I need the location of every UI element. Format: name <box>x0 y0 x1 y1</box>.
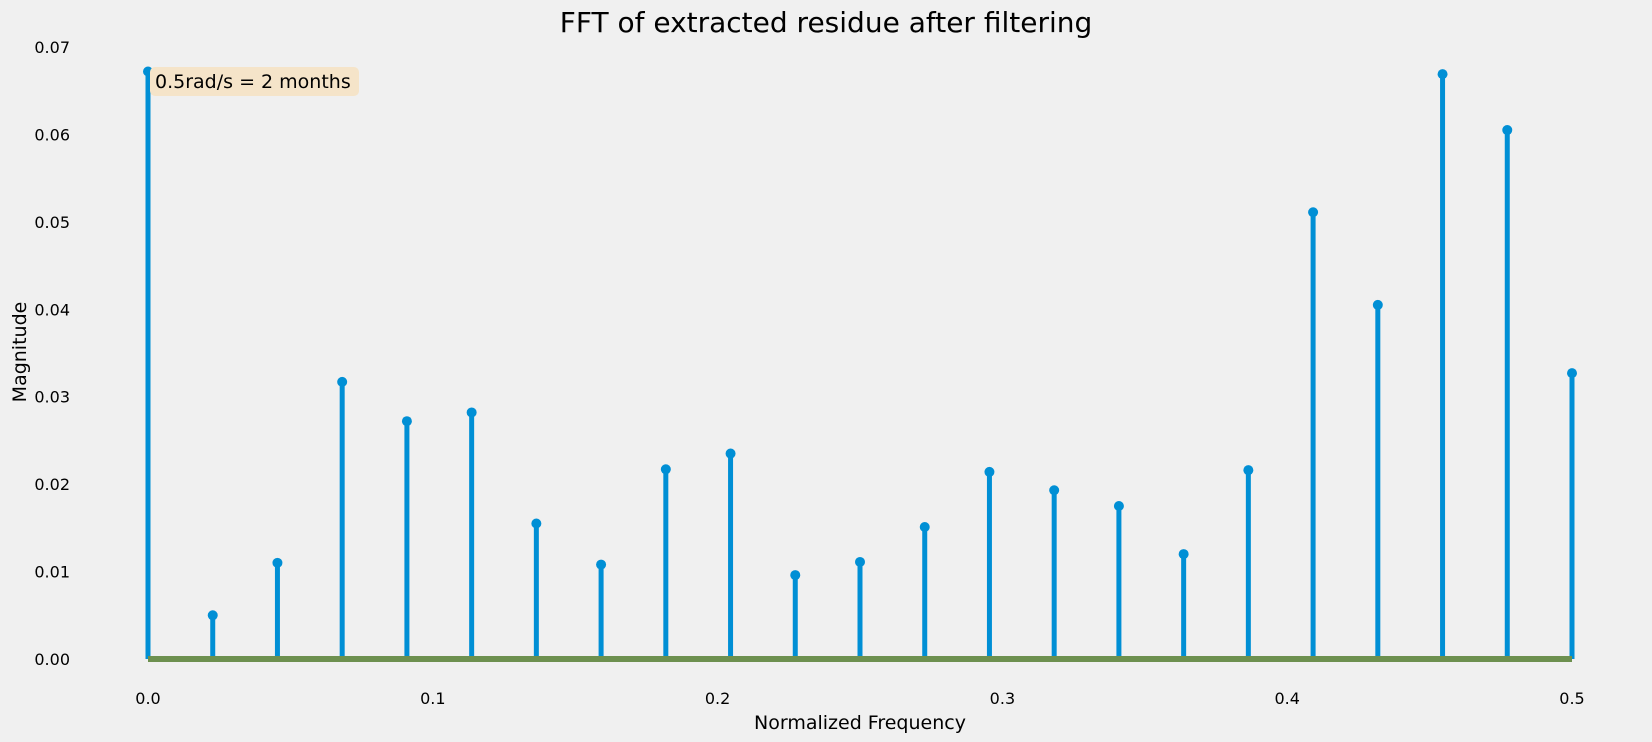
stem <box>725 448 736 659</box>
stem-marker <box>1567 368 1577 379</box>
stem-marker <box>596 559 607 570</box>
stem <box>1308 207 1319 659</box>
stem <box>919 521 930 659</box>
stem <box>1178 549 1189 659</box>
stem-marker <box>272 557 283 568</box>
stem-marker <box>855 556 865 567</box>
x-tick-label: 0.1 <box>420 689 445 708</box>
x-tick-label: 0.3 <box>990 689 1015 708</box>
stem <box>1049 485 1060 659</box>
stem <box>1567 368 1577 659</box>
stem-marker <box>725 448 736 459</box>
stem-marker <box>1372 299 1383 310</box>
x-axis-title: Normalized Frequency <box>754 712 966 734</box>
x-tick-label: 0.0 <box>135 689 160 708</box>
annotation-text: 0.5rad/s = 2 months <box>155 71 351 93</box>
stem-marker <box>531 518 542 529</box>
stem-marker <box>1178 549 1189 560</box>
stem <box>401 416 412 659</box>
y-tick-label: 0.03 <box>34 388 70 407</box>
annotation-background <box>150 67 359 96</box>
x-tick-label: 0.4 <box>1274 689 1299 708</box>
stem-marker <box>1502 125 1513 136</box>
x-tick-label: 0.2 <box>705 689 730 708</box>
stem <box>984 466 995 659</box>
stem <box>1437 69 1448 659</box>
x-tick-label: 0.5 <box>1559 689 1584 708</box>
stem <box>660 464 671 659</box>
x-tick-labels: 0.0 0.1 0.2 0.3 0.4 0.5 <box>135 689 1584 708</box>
stem <box>272 557 283 659</box>
stem-marker <box>1049 485 1060 496</box>
stem <box>790 570 801 659</box>
stem-marker <box>207 610 218 621</box>
stem-marker <box>1308 207 1319 218</box>
stem <box>1372 299 1383 659</box>
stem <box>337 376 348 659</box>
y-tick-label: 0.04 <box>34 300 70 319</box>
stem-marker <box>660 464 671 475</box>
stem <box>855 556 865 659</box>
stem-marker <box>1113 501 1124 511</box>
stem-marker <box>401 416 412 427</box>
stem-marker <box>919 521 930 532</box>
y-tick-label: 0.01 <box>34 563 70 582</box>
annotation-box: 0.5rad/s = 2 months <box>150 67 359 96</box>
y-tick-label: 0.06 <box>34 125 70 144</box>
stem-marker <box>984 466 995 477</box>
y-tick-label: 0.05 <box>34 213 70 232</box>
y-axis-title: Magnitude <box>9 302 31 403</box>
y-tick-labels: 0.00 0.01 0.02 0.03 0.04 0.05 0.06 0.07 <box>34 38 70 669</box>
stem-marker <box>1437 69 1448 80</box>
y-tick-label: 0.02 <box>34 475 70 494</box>
stem-series <box>143 66 1577 659</box>
stem-marker <box>790 570 801 581</box>
y-tick-label: 0.00 <box>34 650 70 669</box>
stem <box>531 518 542 659</box>
y-tick-label: 0.07 <box>34 38 70 57</box>
stem <box>1113 501 1124 659</box>
stem <box>466 407 477 659</box>
stem-marker <box>1243 465 1254 476</box>
stem <box>1243 465 1254 659</box>
stem-marker <box>466 407 477 418</box>
stem <box>596 559 607 659</box>
stem <box>207 610 218 659</box>
chart-title: FFT of extracted residue after filtering <box>560 6 1093 39</box>
stem <box>1502 125 1513 659</box>
stem-marker <box>337 376 348 387</box>
